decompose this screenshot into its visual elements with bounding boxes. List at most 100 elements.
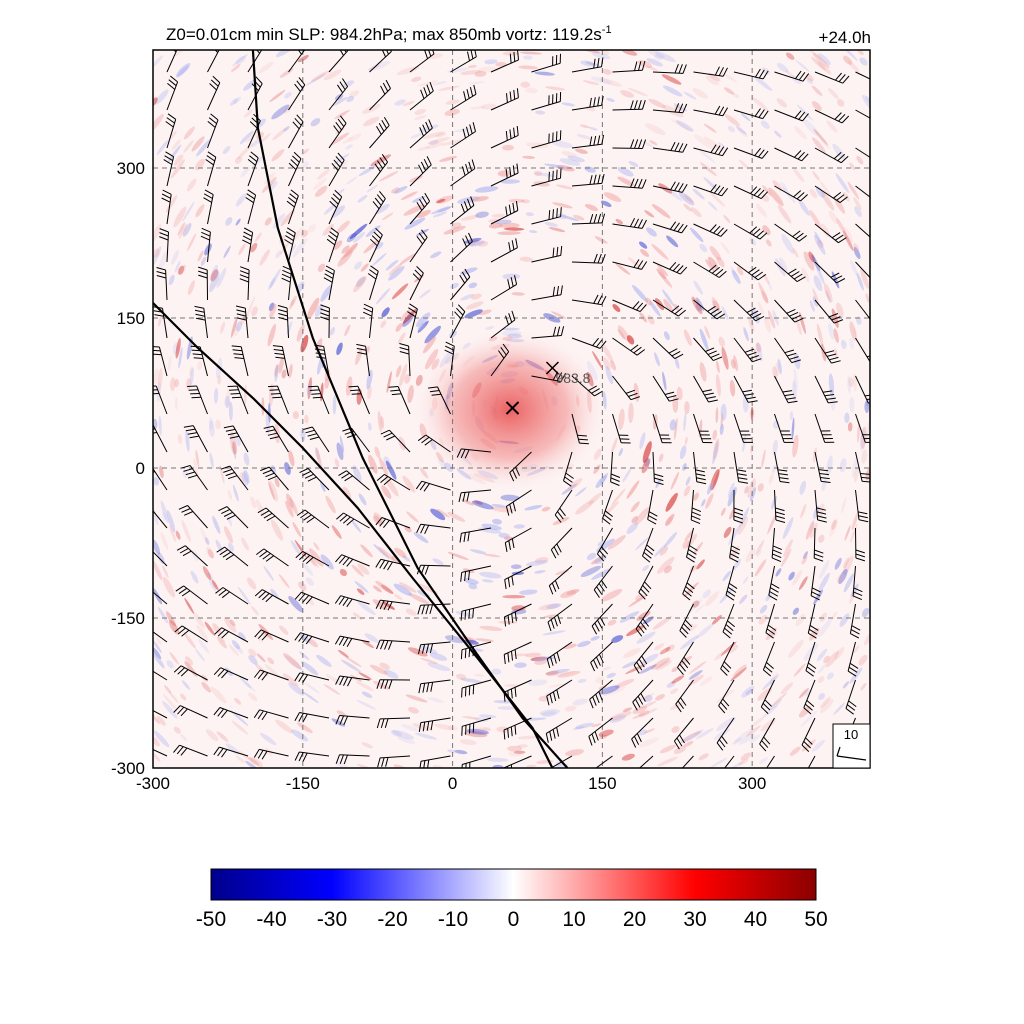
vorticity-patch [197,250,204,262]
vorticity-patch [245,682,256,692]
wind-barb [504,527,532,552]
wind-barb [679,603,694,638]
vorticity-patch [420,657,438,665]
vorticity-patch [163,694,177,710]
colorbar-tick-label: 10 [562,908,585,931]
vorticity-patch [158,415,162,436]
vorticity-patch [153,639,162,654]
vorticity-patch [189,367,194,385]
vorticity-patch [814,231,823,245]
vorticity-patch [229,98,239,106]
vorticity-patch [594,236,608,244]
vorticity-patch [809,522,818,539]
vorticity-patch [552,202,573,209]
vorticity-patch [742,576,749,584]
vorticity-patch [806,77,814,85]
vorticity-patch [622,707,633,713]
vorticity-patch [164,685,172,694]
vorticity-patch [198,639,210,653]
vorticity-patch [342,136,354,144]
vorticity-patch [625,664,646,675]
vorticity-patch [408,593,429,604]
vorticity-patch [749,734,761,743]
vorticity-patch [721,306,729,320]
colorbar-tick-label: -10 [438,908,468,931]
vorticity-patch [800,551,809,565]
vorticity-patch [638,692,655,701]
vorticity-patch [305,683,320,694]
wind-barb [652,375,679,402]
wind-barb [548,565,573,595]
vorticity-patch [617,325,630,342]
wind-barb [631,717,654,748]
vorticity-patch [183,140,194,153]
vorticity-patch [769,676,778,685]
vorticity-patch [518,65,538,70]
vorticity-patch [821,343,827,362]
vorticity-patch [740,752,752,761]
vorticity-patch [178,347,183,369]
vorticity-patch [251,155,265,169]
wind-barb [675,679,694,713]
vorticity-patch [683,91,697,100]
vorticity-patch [595,475,607,489]
vorticity-patch [683,329,692,347]
vorticity-patch [189,366,193,377]
vorticity-patch [602,501,619,517]
wind-barb [733,261,767,281]
colorbar-tick-label: -50 [196,908,226,931]
vorticity-patch [533,170,543,177]
wind-barb [571,253,606,264]
vorticity-patch [538,603,560,611]
vorticity-patch [288,596,304,613]
vorticity-patch [231,64,241,72]
wind-barb [417,603,451,615]
vorticity-patch [380,416,385,429]
min-slp-marker [545,361,559,375]
vorticity-patch [832,143,846,160]
vorticity-patch [850,259,858,277]
vorticity-patch [175,530,181,540]
vorticity-patch [379,170,399,182]
vorticity-patch [307,377,313,400]
wind-barb [176,545,208,567]
vorticity-patch [339,568,347,577]
vorticity-patch [337,112,347,119]
vorticity-patch [405,608,417,616]
vorticity-patch [278,357,284,374]
vorticity-patch [775,362,780,377]
vorticity-patch [800,503,807,519]
vorticity-patch [307,297,320,319]
vorticity-patch [430,205,453,215]
vorticity-patch [377,411,383,433]
vorticity-patch [849,396,855,413]
wind-barb [153,551,168,567]
wind-barb [247,151,259,187]
vorticity-patch [195,204,205,218]
vorticity-patch [482,726,491,731]
vorticity-patch [166,660,174,669]
wind-barb [686,527,698,563]
vorticity-patch [541,506,551,512]
vorticity-patch [352,465,362,482]
wind-barb [571,134,605,149]
wind-barb [814,337,841,364]
coastlines [153,50,569,768]
vorticity-patch [193,458,199,481]
wind-barb [213,667,249,681]
vorticity-patch [721,346,729,370]
vorticity-patch [422,336,437,354]
wind-barb [418,679,451,694]
wind-barb [774,337,801,364]
vorticity-patch [798,705,811,718]
vorticity-patch [683,203,693,212]
vorticity-patch [665,516,673,526]
vorticity-patch [788,639,804,658]
wind-barb [855,223,870,238]
wind-barb [774,451,790,484]
wind-barb [198,266,208,301]
wind-barb [733,413,753,443]
wind-barb [550,527,573,559]
wind-barb [652,181,688,193]
vorticity-patch [758,282,769,304]
